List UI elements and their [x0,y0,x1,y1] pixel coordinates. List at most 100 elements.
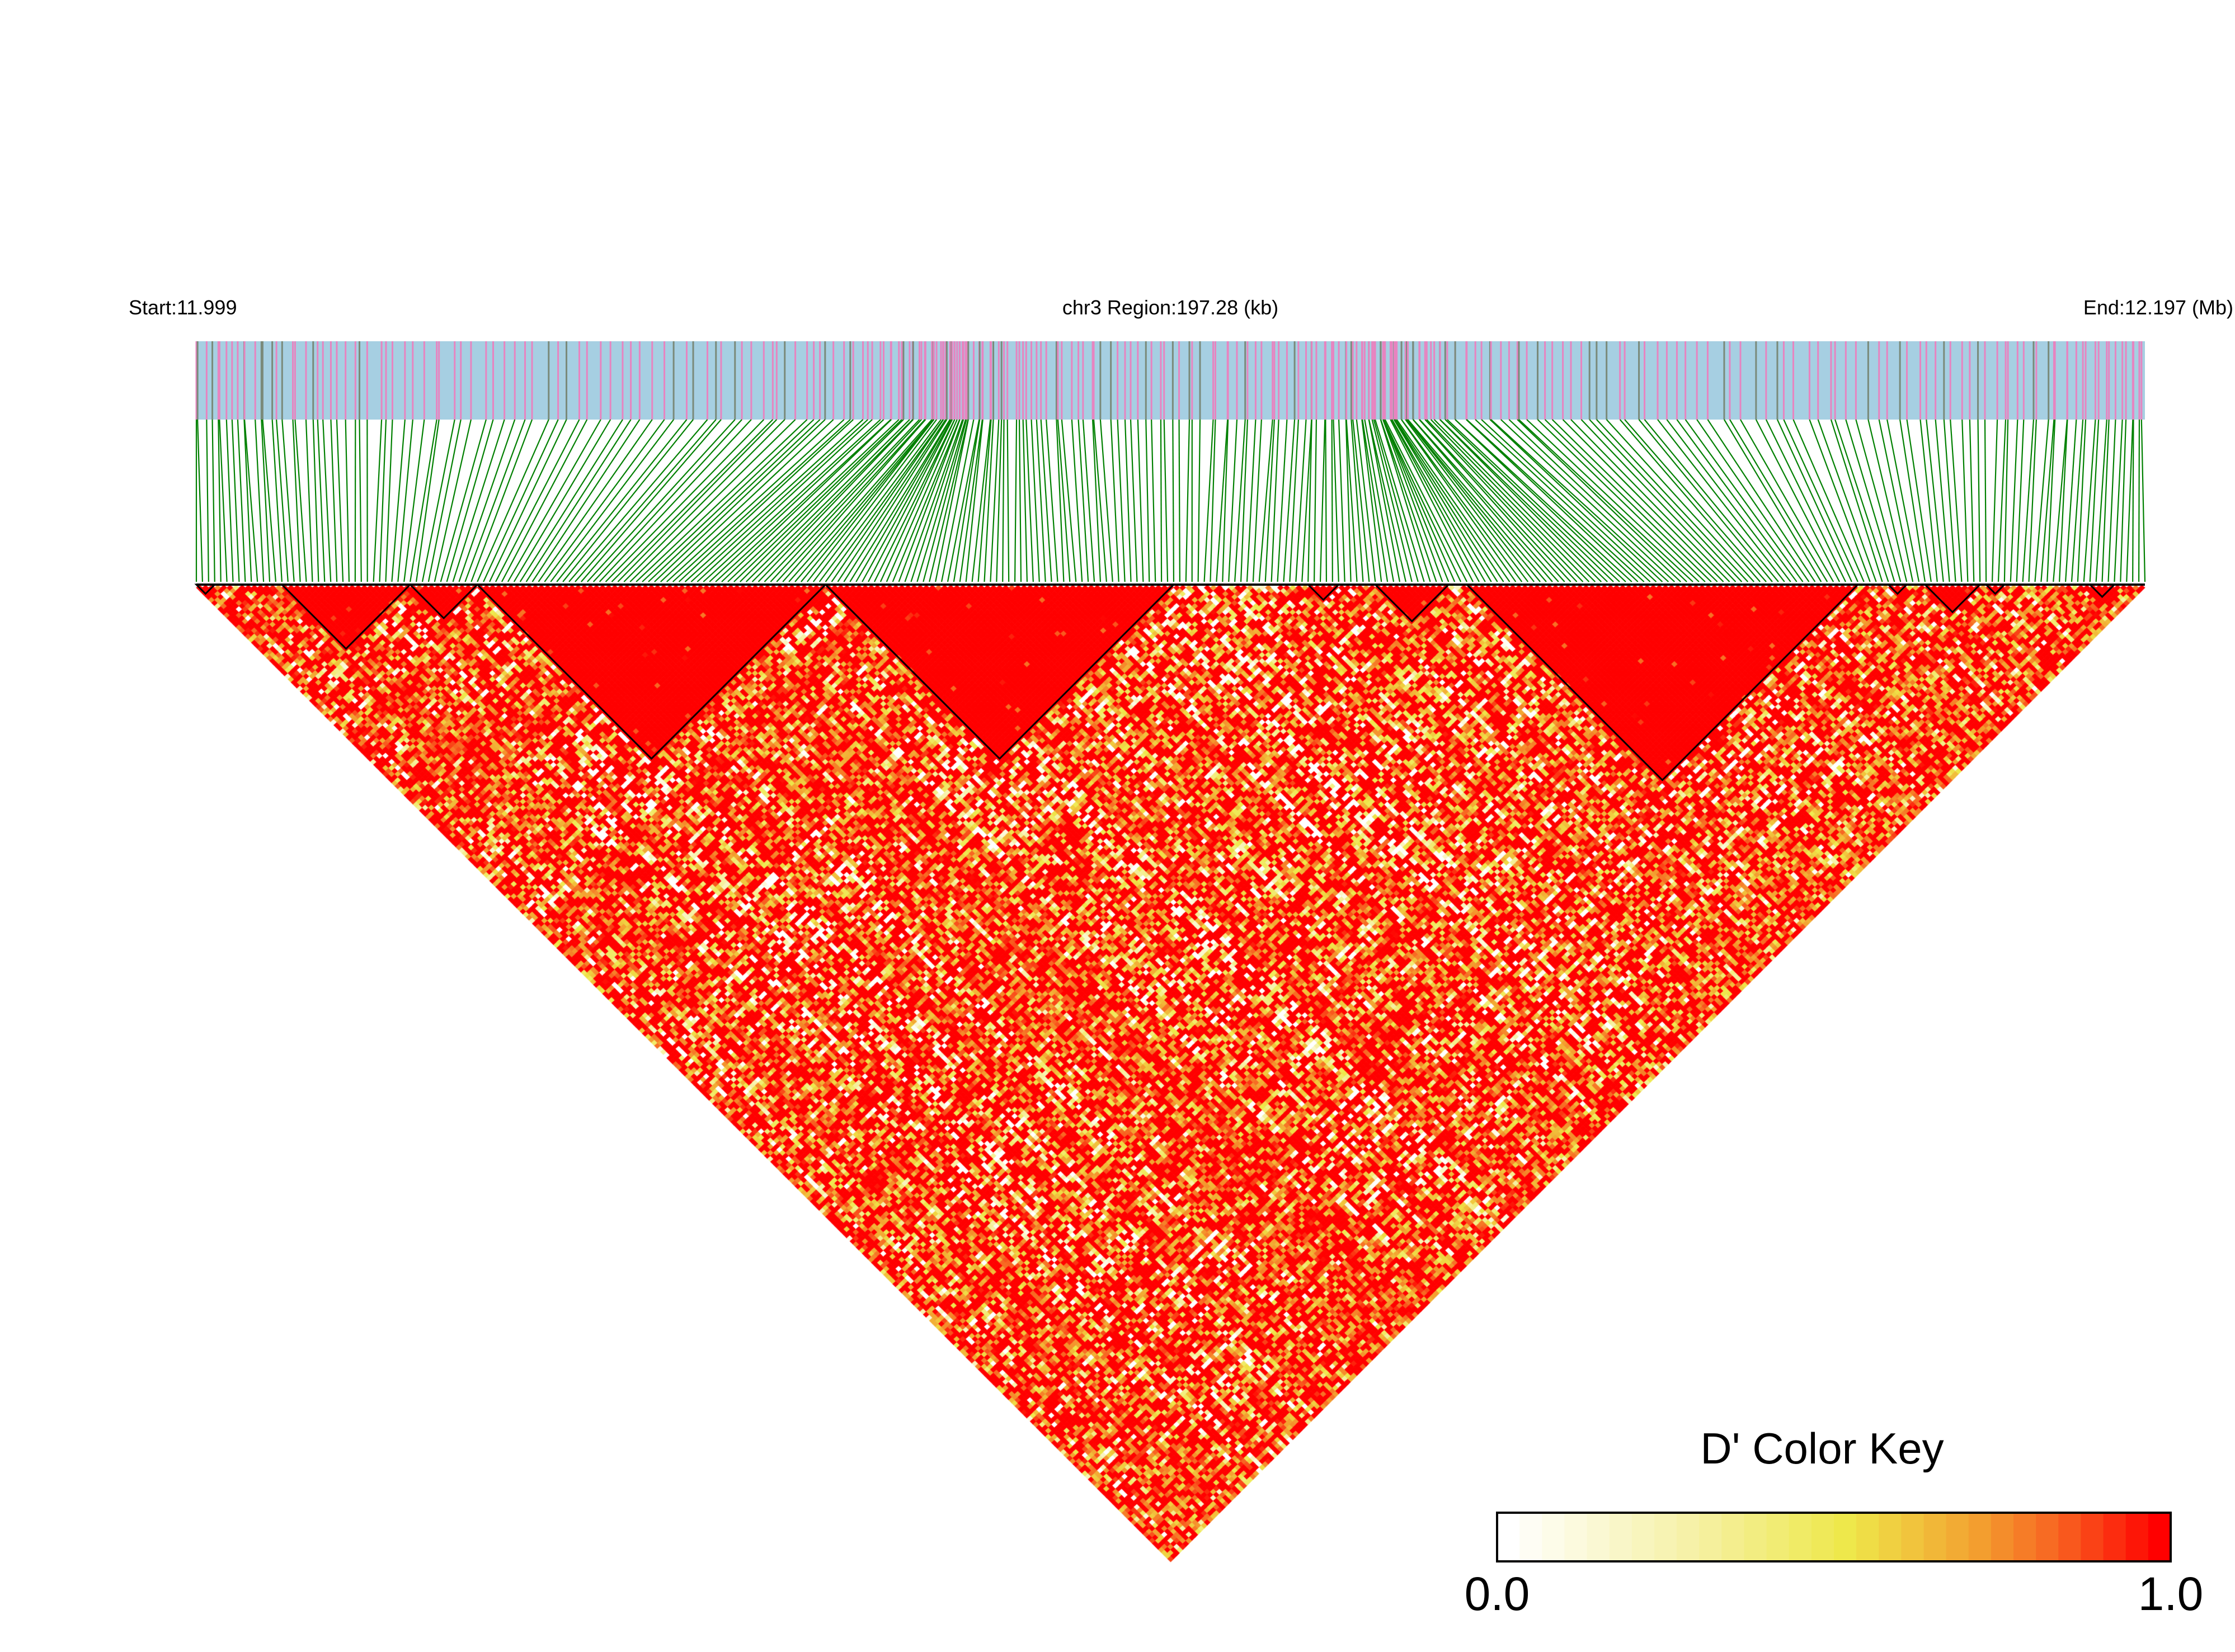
snp-connector [531,419,641,582]
snp-connector [219,419,228,582]
snp-connector [690,419,868,582]
snp-connector [1755,419,1841,582]
snp-connector [1526,419,1700,582]
snp-connector [1508,419,1681,582]
snp-connector [452,419,505,582]
color-key-cell [2081,1513,2104,1561]
ld-block-outline [194,583,217,595]
snp-connector [1439,419,1602,582]
snp-connector [2077,419,2087,582]
snp-connector [873,419,956,582]
snp-connector [281,419,295,582]
snp-connector-lines [195,419,2146,582]
snp-connector [1057,419,1071,582]
snp-connector [739,419,904,582]
snp-connector [2046,419,2056,582]
snp-connector [1977,419,1981,582]
snp-connector [801,419,935,582]
snp-connector [1373,419,1419,582]
snp-connector [764,419,920,582]
snp-connector [1006,419,1010,582]
snp-connector [1364,419,1395,582]
snp-connector [2064,419,2077,582]
region-label: chr3 Region:197.28 (kb) [1062,296,1278,319]
color-key-cell [1923,1513,1947,1561]
snp-connector [410,419,437,582]
snp-connector [697,419,873,582]
snp-connector [623,419,785,582]
snp-connector [2140,419,2146,582]
snp-connector [2114,419,2123,582]
snp-connector [672,419,851,582]
snp-connector [965,419,984,582]
snp-connector [1481,419,1657,582]
snp-connector [1685,419,1804,582]
snp-connector [843,419,948,582]
ld-block-outline [823,583,1176,760]
snp-connector [1391,419,1486,582]
snp-connector [1061,419,1077,582]
snp-connector [1172,419,1175,582]
snp-connector [812,419,937,582]
snp-connector [648,419,821,582]
snp-connector [255,419,265,582]
snp-connector [2126,419,2134,582]
color-key-cell [1991,1513,2015,1561]
snp-connector [1943,419,1956,582]
snp-connector [1040,419,1052,582]
snp-connector [1093,419,1107,582]
snp-connector [1356,419,1376,582]
snp-connector [1368,419,1401,582]
snp-connector [879,419,956,582]
snp-connector [1077,419,1089,582]
snp-connector [231,419,240,582]
snp-connector [1570,419,1730,582]
color-key-cell [2058,1513,2082,1561]
snp-connector [678,419,854,582]
snp-connector [391,419,406,582]
snp-connector [1544,419,1712,582]
snp-connector [1878,419,1914,582]
snp-connector [1401,419,1523,582]
snp-connector [1729,419,1828,582]
snp-connector [1396,419,1511,582]
snp-connector [1390,419,1474,582]
snp-connector [605,419,765,582]
color-key-cell [1654,1513,1678,1561]
snp-connector [990,419,1000,582]
snp-connector [2089,419,2100,582]
snp-connector [1338,419,1345,582]
snp-connector [507,419,601,582]
snp-connector [1433,419,1596,582]
snp-connector [916,419,967,582]
snp-connector [1313,419,1318,582]
snp-connector [1707,419,1816,582]
snp-connector [1906,419,1932,582]
snp-connector [1834,419,1889,582]
snp-connector [1419,419,1565,582]
snp-connector [1886,419,1920,582]
color-key-cell [1497,1513,1521,1561]
snp-connector [1405,419,1529,582]
snp-connector [1056,419,1065,582]
color-key-cell [1811,1513,1834,1561]
ld-block-outlines [194,583,2117,782]
snp-connector [1264,419,1276,582]
snp-connector [1991,419,1998,582]
snp-connector [586,419,736,582]
ld-block-outline [280,583,412,650]
snp-connector [1950,419,1963,582]
snp-connector [359,419,362,582]
snp-connector [1430,419,1590,582]
snp-connector [1391,419,1480,582]
color-key-cell [1631,1513,1655,1561]
snp-connector [1151,419,1156,582]
ld-block-outline [2088,583,2117,598]
snp-connector [794,419,934,582]
snp-connector [1984,419,1987,582]
color-key-cell [1789,1513,1812,1561]
snp-connector [477,419,549,582]
snp-connector [709,419,884,582]
snp-connector [1809,419,1871,582]
